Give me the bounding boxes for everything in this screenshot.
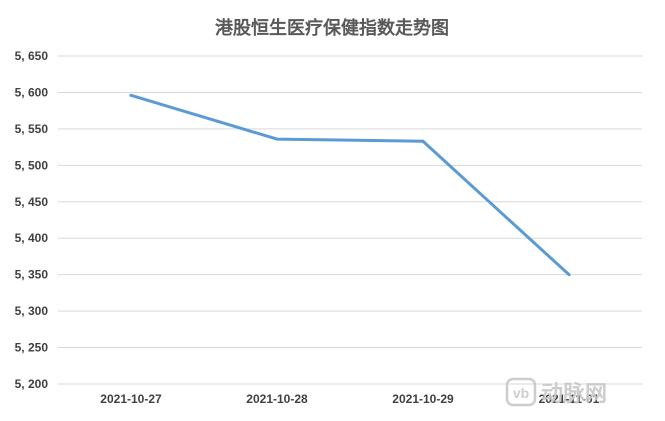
watermark-text: 动脉网 (541, 382, 607, 407)
y-tick-label: 5, 650 (15, 49, 49, 63)
y-tick-label: 5, 200 (15, 377, 49, 391)
data-point (129, 93, 133, 97)
gridlines (58, 55, 642, 385)
chart-title: 港股恒生医疗保健指数走势图 (215, 17, 449, 39)
series-line (129, 93, 571, 277)
y-tick-label: 5, 250 (15, 341, 49, 355)
svg-text:vb: vb (513, 385, 529, 401)
data-point (567, 273, 571, 277)
y-tick-label: 5, 400 (15, 231, 49, 245)
y-tick-label: 5, 300 (15, 304, 49, 318)
y-tick-label: 5, 600 (15, 85, 49, 99)
x-axis-ticks: 2021-10-27 2021-10-28 2021-10-29 2021-11-01 (100, 392, 599, 406)
y-tick-label: 5, 350 (15, 268, 49, 282)
x-tick-label: 2021-10-27 (100, 392, 162, 406)
y-tick-label: 5, 550 (15, 122, 49, 136)
y-axis-ticks: 5, 200 5, 250 5, 300 5, 350 5, 400 5, 450 5, 5… (15, 49, 49, 391)
x-tick-label: 2021-11-01 (539, 392, 600, 406)
y-tick-label: 5, 500 (15, 158, 49, 172)
data-point (421, 139, 425, 143)
series-layer (129, 93, 571, 277)
data-point (275, 137, 279, 141)
y-tick-label: 5, 450 (15, 195, 49, 209)
watermark: vb 动脉网 (505, 377, 607, 407)
x-tick-label: 2021-10-28 (246, 392, 308, 406)
x-tick-label: 2021-10-29 (392, 392, 454, 406)
vb-logo-icon: vb (505, 377, 537, 407)
